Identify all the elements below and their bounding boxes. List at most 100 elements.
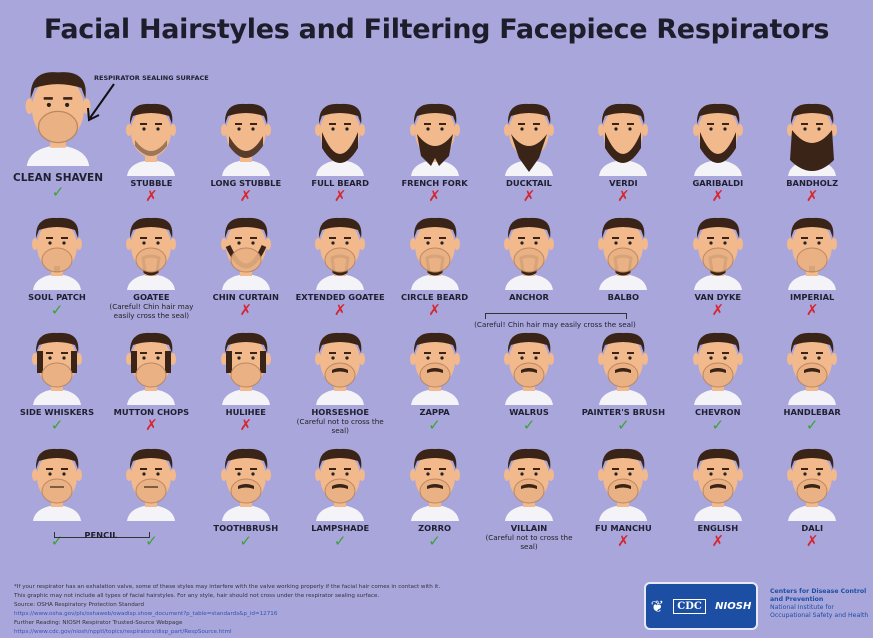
hairstyle-cell: VERDI ✗ <box>576 96 670 204</box>
hairstyle-cell: CHIN CURTAIN ✗ <box>199 210 293 318</box>
style-label: HORSESHOE <box>311 407 370 417</box>
face-illustration <box>388 210 482 290</box>
face-illustration <box>576 441 670 521</box>
caution-note: (Careful! Chin hair may easily cross the… <box>109 302 194 320</box>
face-illustration <box>104 210 198 290</box>
face-illustration <box>293 210 387 290</box>
hairstyle-cell: HORSESHOE (Careful not to cross the seal) <box>293 325 387 435</box>
x-icon: ✗ <box>805 187 819 205</box>
hairstyle-cell: BALBO <box>576 210 670 302</box>
style-label: LONG STUBBLE <box>210 178 282 188</box>
hairstyle-cell: HANDLEBAR ✓ <box>765 325 859 433</box>
face-illustration <box>671 210 765 290</box>
face-illustration <box>671 96 765 176</box>
x-icon: ✗ <box>617 187 630 205</box>
x-icon: ✗ <box>333 187 347 205</box>
further-reading-link[interactable]: https://www.cdc.gov/niosh/npptl/topics/r… <box>14 629 232 635</box>
hairstyle-cell: ✓ <box>104 441 198 549</box>
face-illustration <box>765 325 859 405</box>
face-illustration <box>8 62 108 170</box>
pencil-label: PENCIL <box>84 530 118 540</box>
style-label: CHIN CURTAIN <box>212 292 279 302</box>
source-link[interactable]: https://www.osha.gov/pls/oshaweb/owadisp… <box>14 611 278 617</box>
face-illustration <box>104 441 198 521</box>
hairstyle-cell: VAN DYKE ✗ <box>671 210 765 318</box>
hairstyle-cell: ENGLISH ✗ <box>671 441 765 549</box>
face-illustration <box>104 325 198 405</box>
check-icon: ✓ <box>711 416 725 434</box>
hairstyle-cell: SOUL PATCH ✓ <box>10 210 104 318</box>
x-icon: ✗ <box>428 301 441 319</box>
hairstyle-cell: CHEVRON ✓ <box>671 325 765 433</box>
check-icon: ✓ <box>522 416 536 434</box>
face-illustration <box>671 325 765 405</box>
face-illustration <box>482 210 576 290</box>
page-title: Facial Hairstyles and Filtering Facepiec… <box>43 14 830 45</box>
hairstyle-cell: ZAPPA ✓ <box>388 325 482 433</box>
face-illustration <box>765 210 859 290</box>
check-icon: ✓ <box>239 532 253 550</box>
face-illustration <box>10 325 104 405</box>
check-icon: ✓ <box>50 416 64 434</box>
face-illustration <box>293 441 387 521</box>
hairstyle-cell: DALI ✗ <box>765 441 859 549</box>
bracket <box>485 313 627 319</box>
hairstyle-cell: STUBBLE ✗ <box>104 96 198 204</box>
face-illustration <box>293 96 387 176</box>
check-icon: ✓ <box>333 532 347 550</box>
style-label: HANDLEBAR <box>783 407 841 417</box>
face-illustration <box>104 96 198 176</box>
check-icon: ✓ <box>617 416 630 434</box>
style-label: CIRCLE BEARD <box>401 292 469 302</box>
hairstyle-cell: LONG STUBBLE ✗ <box>199 96 293 204</box>
face-illustration <box>10 441 104 521</box>
style-label: WALRUS <box>509 407 549 417</box>
face-illustration <box>293 325 387 405</box>
x-icon: ✗ <box>617 532 630 550</box>
x-icon: ✗ <box>428 187 441 205</box>
caution-note: (Careful not to cross the seal) <box>485 533 573 551</box>
style-label: GOATEE <box>133 292 170 302</box>
style-label: DALI <box>801 523 824 533</box>
face-illustration <box>576 325 670 405</box>
style-label: TOOTHBRUSH <box>213 523 279 533</box>
x-icon: ✗ <box>522 187 536 205</box>
style-label: ZAPPA <box>419 407 450 417</box>
hairstyle-cell: ZORRO ✓ <box>388 441 482 549</box>
style-label: VILLAIN <box>510 523 548 533</box>
source-text: Source: OSHA Respiratory Protection Stan… <box>14 602 144 608</box>
face-illustration <box>765 96 859 176</box>
style-label: SIDE WHISKERS <box>19 407 95 417</box>
footer-notes: *If your respirator has an exhalation va… <box>14 583 454 637</box>
style-label: IMPERIAL <box>790 292 835 302</box>
hairstyle-cell: EXTENDED GOATEE ✗ <box>293 210 387 318</box>
face-illustration <box>199 441 293 521</box>
hhs-eagle-icon: ❦ <box>650 596 665 616</box>
face-illustration <box>388 325 482 405</box>
face-illustration <box>576 96 670 176</box>
style-label: SOUL PATCH <box>28 292 86 302</box>
hairstyle-cell: SIDE WHISKERS ✓ <box>10 325 104 433</box>
style-label: VERDI <box>609 178 638 188</box>
hairstyle-cell: CIRCLE BEARD ✗ <box>388 210 482 318</box>
face-illustration <box>482 441 576 521</box>
face-illustration <box>482 325 576 405</box>
hairstyle-cell: TOOTHBRUSH ✓ <box>199 441 293 549</box>
cdc-name: Centers for Disease Control and Preventi… <box>770 588 867 603</box>
style-label: LAMPSHADE <box>311 523 370 533</box>
x-icon: ✗ <box>239 416 253 434</box>
hairstyle-cell: IMPERIAL ✗ <box>765 210 859 318</box>
style-label: STUBBLE <box>130 178 173 188</box>
face-illustration <box>388 96 482 176</box>
hairstyle-cell: GOATEE (Careful! Chin hair may easily cro… <box>104 210 198 320</box>
face-illustration <box>482 96 576 176</box>
face-illustration <box>765 441 859 521</box>
face-illustration <box>576 210 670 290</box>
face-illustration <box>671 441 765 521</box>
sealing-surface-label: RESPIRATOR SEALING SURFACE <box>94 74 209 82</box>
style-label: ZORRO <box>418 523 452 533</box>
x-icon: ✗ <box>711 187 725 205</box>
arrow-icon <box>87 83 115 122</box>
anchor-balbo-note: (Careful! Chin hair may easily cross the… <box>474 320 636 329</box>
x-icon: ✗ <box>805 532 819 550</box>
